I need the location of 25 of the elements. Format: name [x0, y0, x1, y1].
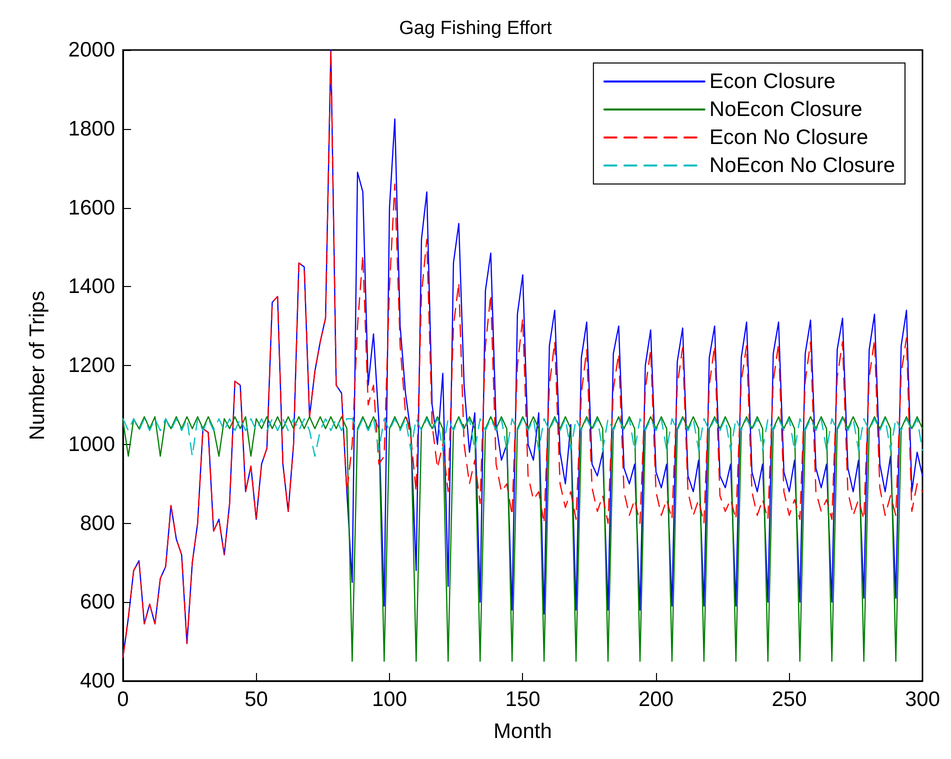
x-tick-label: 0 [117, 688, 129, 711]
x-tick-label: 250 [772, 688, 807, 711]
y-tick-label: 2000 [68, 38, 115, 62]
x-tick-label: 50 [244, 688, 268, 711]
y-tick-label: 1400 [68, 275, 115, 298]
y-tick-label: 400 [80, 670, 115, 692]
y-tick-label: 1000 [68, 432, 115, 456]
line-series [122, 418, 924, 457]
legend-label: NoEcon Closure [709, 98, 862, 121]
y-tick-label: 1200 [68, 354, 115, 377]
y-tick-label: 1800 [68, 117, 115, 140]
x-axis-title: Month [494, 720, 552, 743]
y-tick-label: 1600 [68, 196, 115, 220]
x-tick-label: 200 [638, 688, 674, 711]
x-tick-label: 150 [505, 688, 540, 711]
y-tick-label: 600 [80, 590, 115, 614]
x-tick-label: 300 [904, 688, 940, 711]
y-tick-label: 800 [80, 512, 115, 535]
chart-title: Gag Fishing Effort [399, 18, 553, 39]
line-series [122, 416, 924, 662]
legend-label: Econ Closure [709, 70, 836, 93]
legend-label: NoEcon No Closure [709, 154, 896, 177]
legend-label: Econ No Closure [709, 126, 868, 149]
y-axis-title: Number of Trips [26, 290, 49, 440]
x-tick-label: 100 [372, 688, 408, 711]
